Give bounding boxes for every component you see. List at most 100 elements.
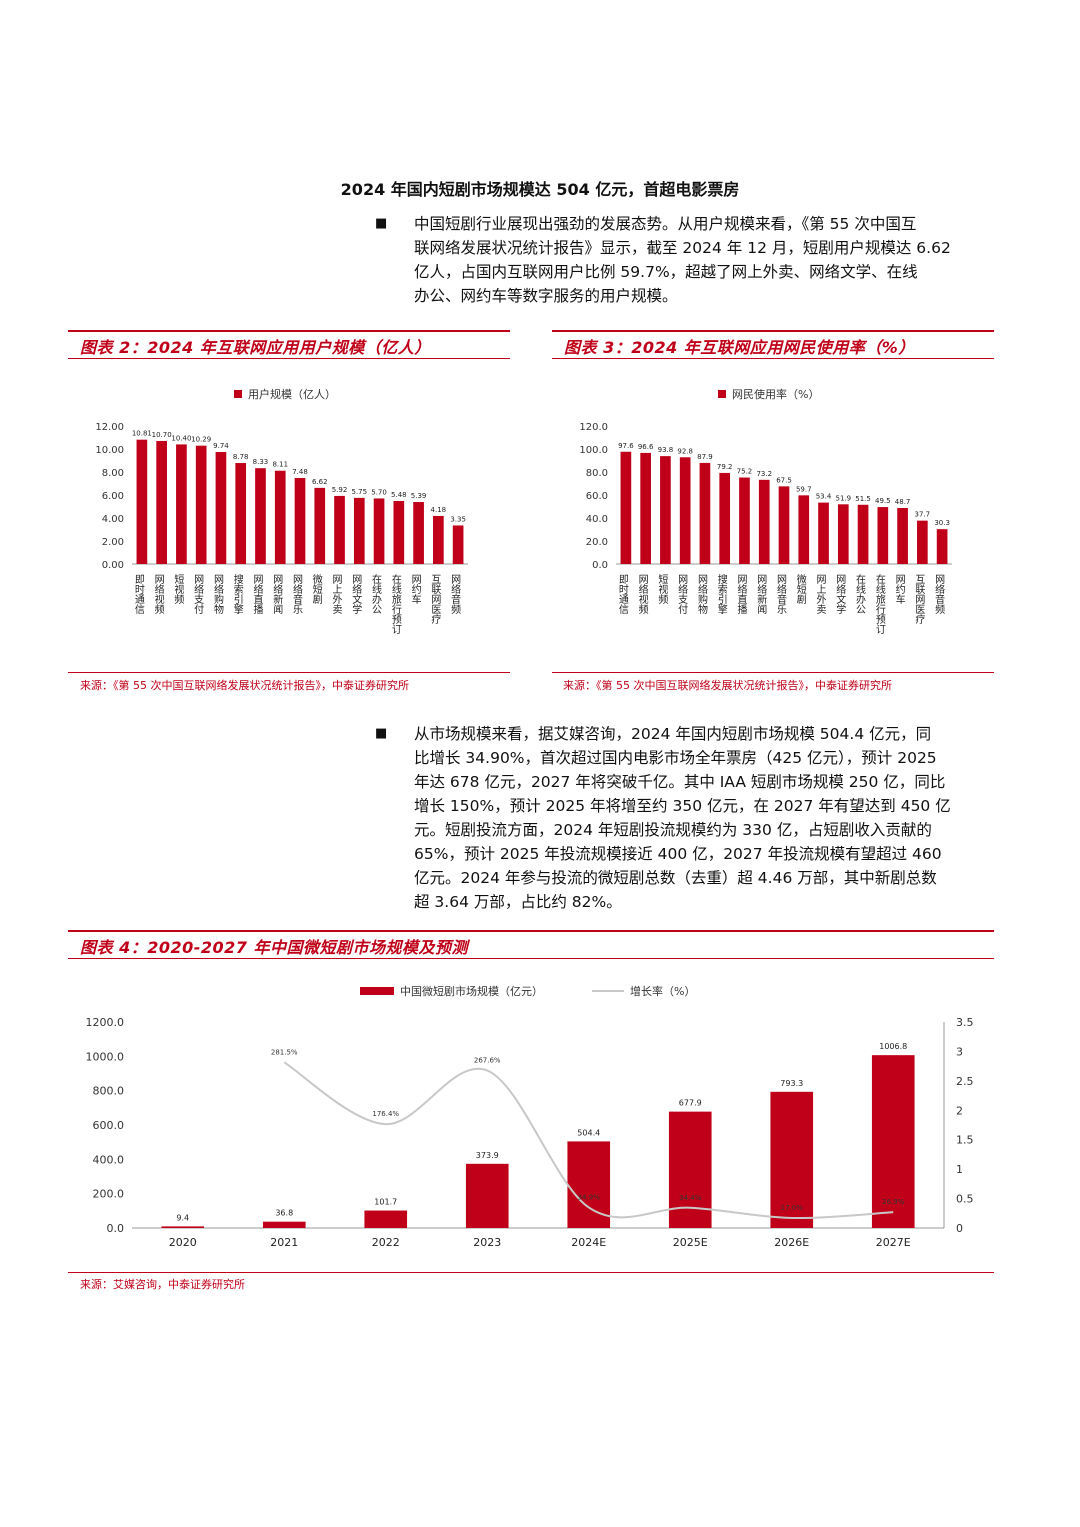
bar <box>770 1091 814 1228</box>
bar-label: 9.4 <box>176 1213 189 1222</box>
data-label: 8.11 <box>272 461 288 469</box>
line-label: 34.9% <box>578 1193 601 1201</box>
category-label: 网络音频 <box>933 574 945 615</box>
category-label: 网上外卖 <box>814 574 826 615</box>
data-label: 92.8 <box>677 447 693 455</box>
bar <box>156 440 167 564</box>
bar <box>452 525 464 564</box>
category-label: 网络新闻 <box>755 574 767 615</box>
y2-tick-label: 3 <box>956 1045 963 1058</box>
y-tick-label: 120.0 <box>579 422 608 433</box>
data-label: 48.7 <box>895 498 911 506</box>
y2-tick-label: 3.5 <box>956 1016 974 1029</box>
bar <box>778 486 790 564</box>
y-tick-label: 8.00 <box>102 468 124 479</box>
category-label: 2026E <box>774 1236 809 1249</box>
category-label: 网络音乐 <box>291 574 303 614</box>
data-label: 5.70 <box>371 488 387 496</box>
growth-line <box>283 1061 894 1220</box>
category-label: 网上外卖 <box>330 574 342 615</box>
data-label: 59.7 <box>796 485 812 493</box>
bar-label: 101.7 <box>374 1198 397 1207</box>
category-label: 2020 <box>169 1236 197 1249</box>
y-tick-label: 60.0 <box>586 491 608 502</box>
category-label: 2023 <box>473 1236 501 1249</box>
bar <box>668 1111 712 1228</box>
category-label: 即时通信 <box>616 574 628 615</box>
legend-label: 中国微短剧市场规模（亿元） <box>400 984 543 998</box>
line-label: 34.4% <box>679 1194 702 1202</box>
category-label: 网络新闻 <box>271 574 283 615</box>
category-label: 互联网医疗 <box>429 574 441 625</box>
category-label: 短视频 <box>656 573 668 605</box>
category-label: 搜索引擎 <box>231 573 243 614</box>
data-label: 8.78 <box>233 453 249 461</box>
y-tick-label: 80.0 <box>586 468 608 479</box>
y-tick-label: 400.0 <box>93 1153 125 1166</box>
bar-label: 504.4 <box>577 1128 600 1137</box>
data-label: 9.74 <box>213 442 229 450</box>
y-tick-label: 0.0 <box>107 1222 125 1235</box>
y-tick-label: 600.0 <box>93 1119 125 1132</box>
category-label: 网络文学 <box>834 574 846 614</box>
bar <box>314 487 326 564</box>
divider <box>68 672 510 673</box>
bar <box>262 1221 306 1228</box>
category-label: 在线旅行预订 <box>389 574 401 634</box>
bar <box>294 477 306 564</box>
category-label: 2027E <box>876 1236 911 1249</box>
bar-label: 1006.8 <box>879 1042 907 1051</box>
category-label: 微短剧 <box>310 573 322 605</box>
bar <box>255 468 266 564</box>
category-label: 网络音乐 <box>775 574 787 614</box>
y-tick-label: 4.00 <box>102 514 124 525</box>
legend-swatch <box>234 390 242 398</box>
bar <box>871 1055 915 1228</box>
bar <box>857 504 869 564</box>
line-label: 17.0% <box>781 1204 804 1212</box>
paragraph-line: 亿元。2024 年参与投流的微短剧总数（去重）超 4.46 万部，其中新剧总数 <box>414 869 937 887</box>
category-label: 2022 <box>372 1236 400 1249</box>
data-label: 96.6 <box>638 443 654 451</box>
data-label: 4.18 <box>431 506 447 514</box>
paragraph-line: 办公、网约车等数字服务的用户规模。 <box>414 287 678 305</box>
bar <box>176 444 187 564</box>
data-label: 10.29 <box>191 436 211 444</box>
data-label: 8.33 <box>253 458 269 466</box>
y-tick-label: 6.00 <box>102 491 124 502</box>
y-tick-label: 10.00 <box>95 445 124 456</box>
bar <box>195 445 207 564</box>
bar-label: 373.9 <box>476 1151 499 1160</box>
paragraph-line: 比增长 34.90%，首次超过国内电影市场全年票房（425 亿元），预计 202… <box>414 749 937 767</box>
bar <box>877 507 889 564</box>
data-label: 93.8 <box>658 446 674 454</box>
legend-label: 用户规模（亿人） <box>248 387 336 401</box>
bar <box>640 452 651 564</box>
y2-tick-label: 1 <box>956 1163 963 1176</box>
bar <box>353 497 365 564</box>
category-label: 在线办公 <box>370 574 382 614</box>
paragraph-line: 联网络发展状况统计报告》显示，截至 2024 年 12 月，短剧用户规模达 6.… <box>414 239 951 257</box>
bar <box>215 451 227 564</box>
category-label: 2021 <box>270 1236 298 1249</box>
y-tick-label: 0.0 <box>592 560 608 571</box>
y-tick-label: 100.0 <box>579 445 608 456</box>
figure-3-header: 图表 3：2024 年互联网应用网民使用率（%） <box>552 330 994 359</box>
bar <box>465 1163 509 1228</box>
figure-4-header: 图表 4：2020-2027 年中国微短剧市场规模及预测 <box>68 930 994 959</box>
figure-4-source: 来源：艾媒咨询，中泰证券研究所 <box>80 1278 245 1291</box>
data-label: 10.70 <box>152 431 172 439</box>
bar <box>798 495 810 564</box>
y-tick-label: 2.00 <box>102 537 124 548</box>
bar <box>373 498 385 564</box>
category-label: 微短剧 <box>794 573 806 605</box>
paragraph-line: 中国短剧行业展现出强劲的发展态势。从用户规模来看，《第 55 次中国互 <box>414 215 917 233</box>
bar <box>897 507 908 564</box>
bar <box>393 500 405 564</box>
data-label: 5.92 <box>332 486 348 494</box>
y-tick-label: 200.0 <box>93 1188 125 1201</box>
category-label: 网络视频 <box>152 574 164 615</box>
line-label: 176.4% <box>372 1110 399 1118</box>
figure-3-source: 来源：《第 55 次中国互联网络发展状况统计报告》，中泰证券研究所 <box>563 679 892 692</box>
data-label: 53.4 <box>816 493 832 501</box>
